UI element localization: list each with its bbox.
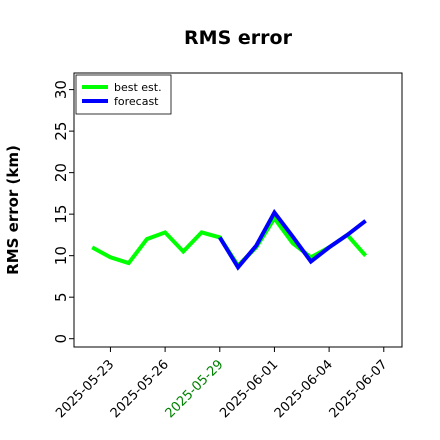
y-tick-label: 0	[52, 334, 70, 344]
series-line-forecast	[218, 208, 367, 271]
y-tick-label: 30	[52, 80, 70, 99]
y-tick-label: 20	[52, 163, 70, 182]
y-tick-label: 25	[52, 122, 70, 141]
x-axis-ticks: 2025-05-232025-05-262025-05-292025-06-01…	[53, 347, 391, 421]
y-axis-ticks: 0 5 10 15 20 25 30	[52, 80, 74, 343]
series-line-best-est	[91, 214, 368, 269]
chart-title: RMS error	[184, 27, 293, 49]
plot-area	[73, 72, 403, 348]
legend: best est. forecast	[75, 74, 172, 115]
legend-label-best-est: best est.	[114, 81, 162, 94]
y-tick-label: 15	[52, 205, 70, 224]
series-lines	[91, 208, 368, 271]
legend-label-forecast: forecast	[114, 95, 159, 108]
legend-box	[75, 74, 172, 115]
y-tick-label: 10	[52, 246, 70, 265]
y-tick-label: 5	[52, 292, 70, 302]
y-axis-label: RMS error (km)	[4, 145, 22, 275]
x-tick-label: 2025-06-07	[327, 357, 391, 421]
